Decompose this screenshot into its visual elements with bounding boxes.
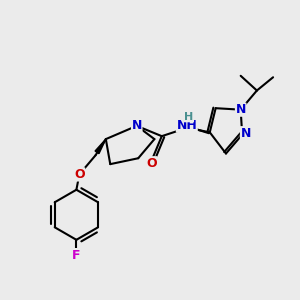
Text: O: O: [74, 168, 85, 181]
Text: F: F: [72, 249, 81, 262]
Polygon shape: [95, 139, 106, 154]
Text: N: N: [241, 127, 251, 140]
Text: N: N: [132, 119, 142, 132]
Text: H: H: [184, 112, 194, 122]
Text: O: O: [146, 157, 157, 170]
Text: N: N: [236, 103, 246, 116]
Text: NH: NH: [176, 119, 197, 132]
